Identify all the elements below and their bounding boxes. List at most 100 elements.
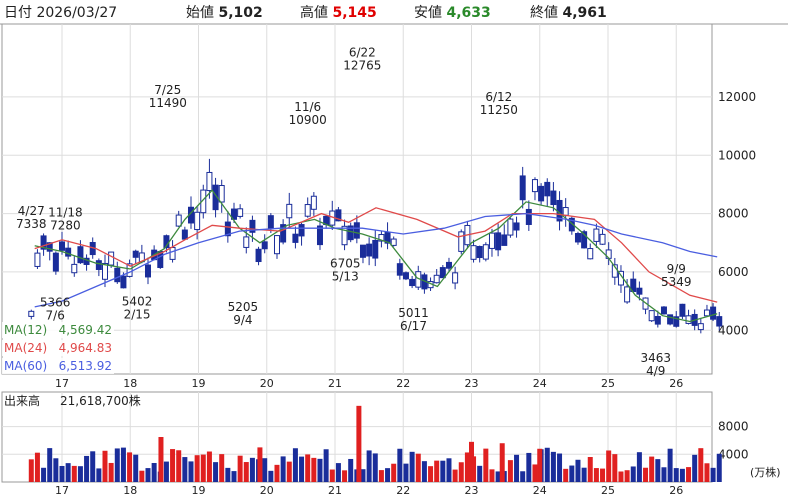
volume-bar <box>440 460 446 482</box>
moving-average-line <box>34 189 718 323</box>
volume-unit: (万株) <box>750 465 781 479</box>
volume-bar <box>219 454 225 482</box>
candle-body <box>108 251 115 266</box>
candle-body <box>507 218 514 236</box>
volume-bar <box>77 466 83 482</box>
candle-body <box>126 263 133 277</box>
candle-body <box>581 231 588 249</box>
annotation-date: 5/13 <box>332 269 359 283</box>
volume-x-tick-label: 25 <box>601 484 615 497</box>
volume-bar <box>231 471 237 482</box>
volume-bar <box>612 454 618 482</box>
volume-bar <box>563 468 569 482</box>
volume-bar <box>249 457 255 482</box>
annotation-date: 2/15 <box>124 307 151 321</box>
volume-bar <box>428 466 434 482</box>
x-tick-label: 25 <box>601 377 615 390</box>
volume-bar <box>569 465 575 482</box>
x-tick-label: 24 <box>533 377 547 390</box>
price-panel <box>1 23 713 375</box>
candle-body <box>335 209 342 222</box>
volume-bar <box>587 457 593 482</box>
volume-bar <box>477 465 483 482</box>
candle-body <box>476 245 483 259</box>
annotation-value: 5205 <box>228 300 259 314</box>
volume-bar <box>385 468 391 482</box>
volume-bar <box>176 450 182 482</box>
annotation-value: 7338 <box>16 217 47 231</box>
annotation-value: 7280 <box>50 219 81 233</box>
candle-body <box>77 246 84 264</box>
volume-bar <box>557 453 563 482</box>
low-price: 安値 4,633 <box>414 5 491 21</box>
candle-body <box>710 306 717 320</box>
candle-body <box>685 315 692 324</box>
candle-body <box>716 316 723 327</box>
candle-body <box>341 225 348 246</box>
volume-bar <box>649 456 655 482</box>
volume-bar <box>317 458 323 482</box>
volume-bar <box>213 462 219 482</box>
x-tick-label: 17 <box>55 377 69 390</box>
volume-bar <box>299 456 305 482</box>
volume-bar <box>550 451 556 482</box>
open-price: 始値 5,102 <box>186 5 263 21</box>
volume-bar <box>237 455 243 482</box>
x-tick-label: 22 <box>396 377 410 390</box>
volume-bar <box>133 454 139 482</box>
volume-bar <box>446 458 452 482</box>
annotation-value: 10900 <box>289 113 327 127</box>
volume-bar <box>139 470 145 482</box>
volume-bar <box>532 464 538 482</box>
candle-body <box>673 316 680 327</box>
volume-bar <box>409 451 415 482</box>
volume-bar <box>182 457 188 482</box>
candle-body <box>114 267 121 283</box>
y-tick-label: 12000 <box>718 90 756 104</box>
volume-bar <box>464 452 470 482</box>
candle-body <box>40 235 47 250</box>
annotation-date: 7/25 <box>154 83 181 97</box>
candle-body <box>488 232 495 249</box>
candle-body <box>648 310 655 322</box>
candle-body <box>310 195 317 210</box>
annotation-date: 6/22 <box>349 46 376 60</box>
candle-body <box>636 287 643 295</box>
candle-body <box>495 232 502 251</box>
volume-bar <box>114 448 120 482</box>
candle-body <box>654 315 661 325</box>
y-tick-label: 4000 <box>718 323 749 337</box>
volume-bar <box>262 458 268 482</box>
candle-body <box>452 272 459 284</box>
x-tick-label: 20 <box>260 377 274 390</box>
volume-x-tick-label: 18 <box>123 484 137 497</box>
candle-body <box>120 275 127 289</box>
volume-bar <box>96 468 102 482</box>
volume-bar <box>151 462 157 482</box>
volume-bar <box>544 447 550 482</box>
annotation-value: 3463 <box>641 351 672 365</box>
volume-bar <box>34 452 40 482</box>
candle-body <box>286 203 293 219</box>
volume-bar <box>378 470 384 482</box>
volume-bar <box>514 454 520 482</box>
annotation-date: 11/6 <box>294 100 321 114</box>
volume-bar <box>537 448 543 482</box>
volume-bar <box>575 459 581 482</box>
ma-legend-bg <box>2 358 114 374</box>
candle-body <box>218 185 225 203</box>
volume-bar <box>194 455 200 482</box>
quote-header: 日付 2026/03/27 始値 5,102 高値 5,145 安値 4,633… <box>0 0 788 24</box>
volume-bar <box>41 467 47 482</box>
annotation-value: 5402 <box>122 294 153 308</box>
volume-bar <box>710 467 716 482</box>
volume-bar <box>145 468 151 482</box>
candle-body <box>71 263 78 274</box>
annotation-date: 6/17 <box>400 319 427 333</box>
volume-bar <box>47 448 53 482</box>
volume-bar <box>507 460 513 482</box>
volume-bar <box>120 447 126 482</box>
volume-bar <box>360 469 366 482</box>
volume-bar <box>200 454 206 482</box>
